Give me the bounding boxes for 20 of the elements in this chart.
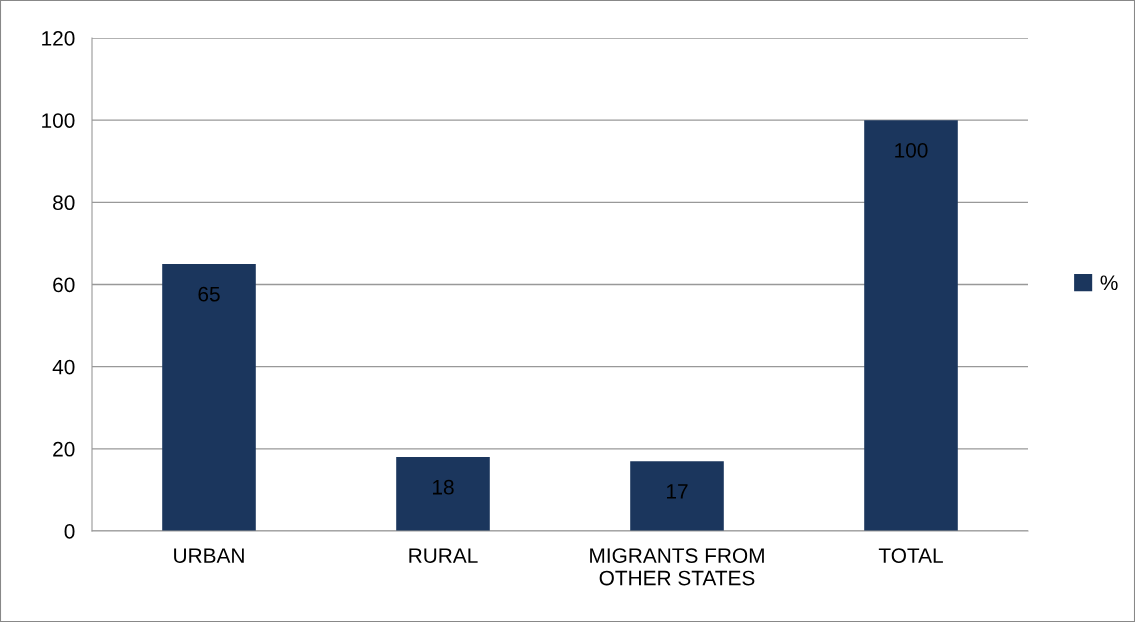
legend-label: % xyxy=(1100,275,1118,291)
data-label: 65 xyxy=(198,286,220,302)
y-tick-label: 100 xyxy=(42,113,75,128)
y-tick-label: 40 xyxy=(52,359,75,375)
bar xyxy=(396,457,490,531)
bar xyxy=(864,120,958,531)
data-label: 100 xyxy=(895,142,928,158)
x-tick-label: TOTAL xyxy=(878,548,943,563)
bar xyxy=(630,461,724,531)
y-tick-label: 0 xyxy=(64,524,75,539)
data-label: 18 xyxy=(433,479,454,495)
x-tick-label: MIGRANTS FROM OTHER STATES xyxy=(590,548,764,586)
data-label: 17 xyxy=(667,484,688,499)
y-tick-label: 80 xyxy=(53,195,75,211)
bar xyxy=(162,263,256,531)
y-tick-label: 120 xyxy=(42,31,75,46)
y-tick-label: 60 xyxy=(53,277,75,293)
x-tick-label: RURAL xyxy=(409,548,478,563)
x-tick-label: URBAN xyxy=(174,548,244,563)
y-tick-label: 20 xyxy=(53,441,75,457)
